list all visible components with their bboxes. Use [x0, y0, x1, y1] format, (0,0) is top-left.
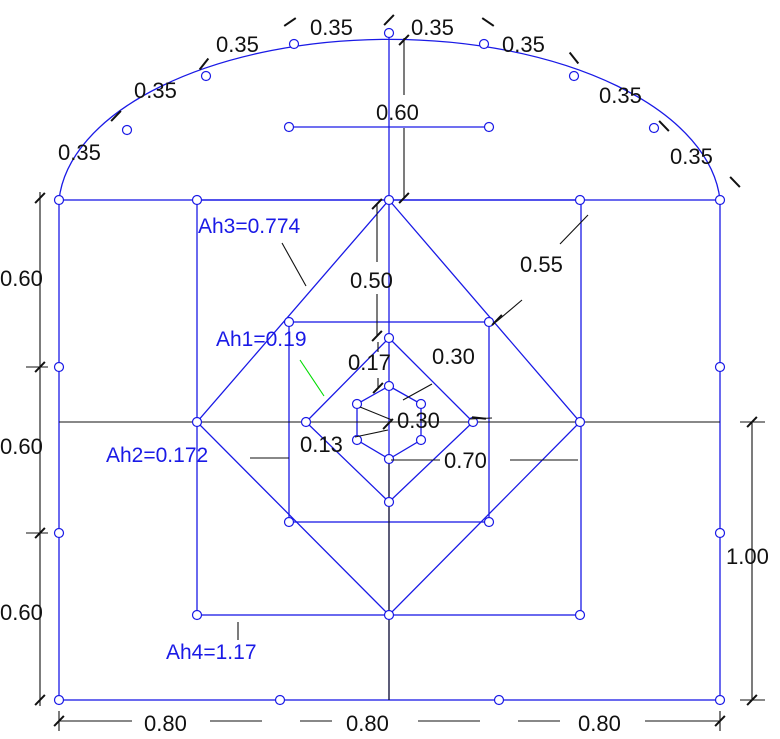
- node-marker: [385, 455, 394, 464]
- bottom-mid-label: 0.80: [346, 711, 389, 736]
- dim-030-label: 0.30: [432, 344, 475, 369]
- node-marker: [55, 363, 64, 372]
- arc-dim-label: 0.35: [216, 32, 259, 57]
- bottom-right-label: 0.80: [578, 711, 621, 736]
- node-marker: [650, 124, 659, 133]
- arc-dim-label: 0.35: [502, 32, 545, 57]
- dimension-tick: [383, 419, 393, 429]
- area-annotations: Ah3=0.774 Ah1=0.19 Ah2=0.172 Ah4=1.17: [106, 215, 307, 664]
- arc-dim-label: 0.35: [58, 140, 101, 165]
- node-marker: [290, 40, 299, 49]
- node-marker: [716, 696, 725, 705]
- crown-gap-label: 0.60: [376, 100, 419, 125]
- ah2-annotation: Ah2=0.172: [106, 444, 208, 467]
- dimension-tick: [482, 18, 494, 26]
- left-bottom-label: 0.60: [0, 600, 43, 625]
- node-marker: [495, 696, 504, 705]
- node-marker: [193, 418, 202, 427]
- node-marker: [716, 363, 725, 372]
- dim-030-line: [403, 384, 432, 400]
- node-marker: [385, 29, 394, 38]
- node-marker: [480, 40, 489, 49]
- node-marker: [285, 123, 294, 132]
- dim-055-line: [560, 215, 588, 244]
- node-marker: [123, 126, 132, 135]
- node-marker: [276, 696, 285, 705]
- dimension-tick: [384, 15, 394, 25]
- dimension-labels: 0.60 0.60 0.60 0.60 1.00 0.80 0.80 0.80 …: [0, 100, 769, 736]
- dimension-tick: [730, 177, 740, 187]
- right-height-label: 1.00: [726, 544, 769, 569]
- left-mid-label: 0.60: [0, 434, 43, 459]
- ah3-leader: [282, 243, 306, 286]
- node-marker: [485, 518, 494, 527]
- dim-070-label: 0.70: [444, 448, 487, 473]
- center-013-label: 0.13: [300, 432, 343, 457]
- node-marker: [576, 196, 585, 205]
- left-top-label: 0.60: [0, 266, 43, 291]
- node-marker: [385, 334, 394, 343]
- dim-017-label: 0.17: [348, 350, 391, 375]
- dim-050-label: 0.50: [350, 268, 393, 293]
- node-marker: [385, 382, 394, 391]
- arc-dim-label: 0.35: [134, 78, 177, 103]
- node-marker: [385, 498, 394, 507]
- node-marker: [576, 611, 585, 620]
- dim-center-line: [360, 407, 392, 420]
- node-marker: [576, 418, 585, 427]
- node-marker: [193, 196, 202, 205]
- arc-dimension-labels: 0.35 0.35 0.35 0.35 0.35 0.35 0.35 0.35: [58, 15, 713, 169]
- dim-055-line: [496, 300, 522, 322]
- arc-dim-label: 0.35: [411, 15, 454, 40]
- dimension-tick: [659, 121, 669, 131]
- ah3-annotation: Ah3=0.774: [198, 215, 301, 238]
- node-marker: [485, 318, 494, 327]
- center-030-label: 0.30: [397, 408, 440, 433]
- node-marker: [202, 72, 211, 81]
- dim-center-line: [355, 430, 388, 437]
- node-marker: [193, 611, 202, 620]
- node-marker: [385, 196, 394, 205]
- node-marker: [417, 436, 426, 445]
- arc-dim-label: 0.35: [670, 144, 713, 169]
- arc-dim-label: 0.35: [310, 15, 353, 40]
- node-marker: [385, 611, 394, 620]
- node-marker: [285, 318, 294, 327]
- arc-dim-label: 0.35: [599, 83, 642, 108]
- node-marker: [570, 72, 579, 81]
- dim-055-label: 0.55: [520, 252, 563, 277]
- node-marker: [55, 696, 64, 705]
- dimension-tick: [570, 53, 579, 64]
- dimension-lines: [26, 38, 765, 731]
- dimension-tick: [284, 18, 296, 26]
- ah4-annotation: Ah4=1.17: [166, 641, 257, 664]
- node-marker: [716, 529, 725, 538]
- node-marker: [485, 123, 494, 132]
- node-marker: [55, 196, 64, 205]
- node-marker: [716, 196, 725, 205]
- node-marker: [55, 529, 64, 538]
- node-marker: [285, 518, 294, 527]
- node-marker: [302, 418, 311, 427]
- ah1-leader: [300, 360, 324, 396]
- dimension-tick: [472, 417, 486, 418]
- bottom-left-label: 0.80: [144, 711, 187, 736]
- ah1-annotation: Ah1=0.19: [216, 328, 307, 351]
